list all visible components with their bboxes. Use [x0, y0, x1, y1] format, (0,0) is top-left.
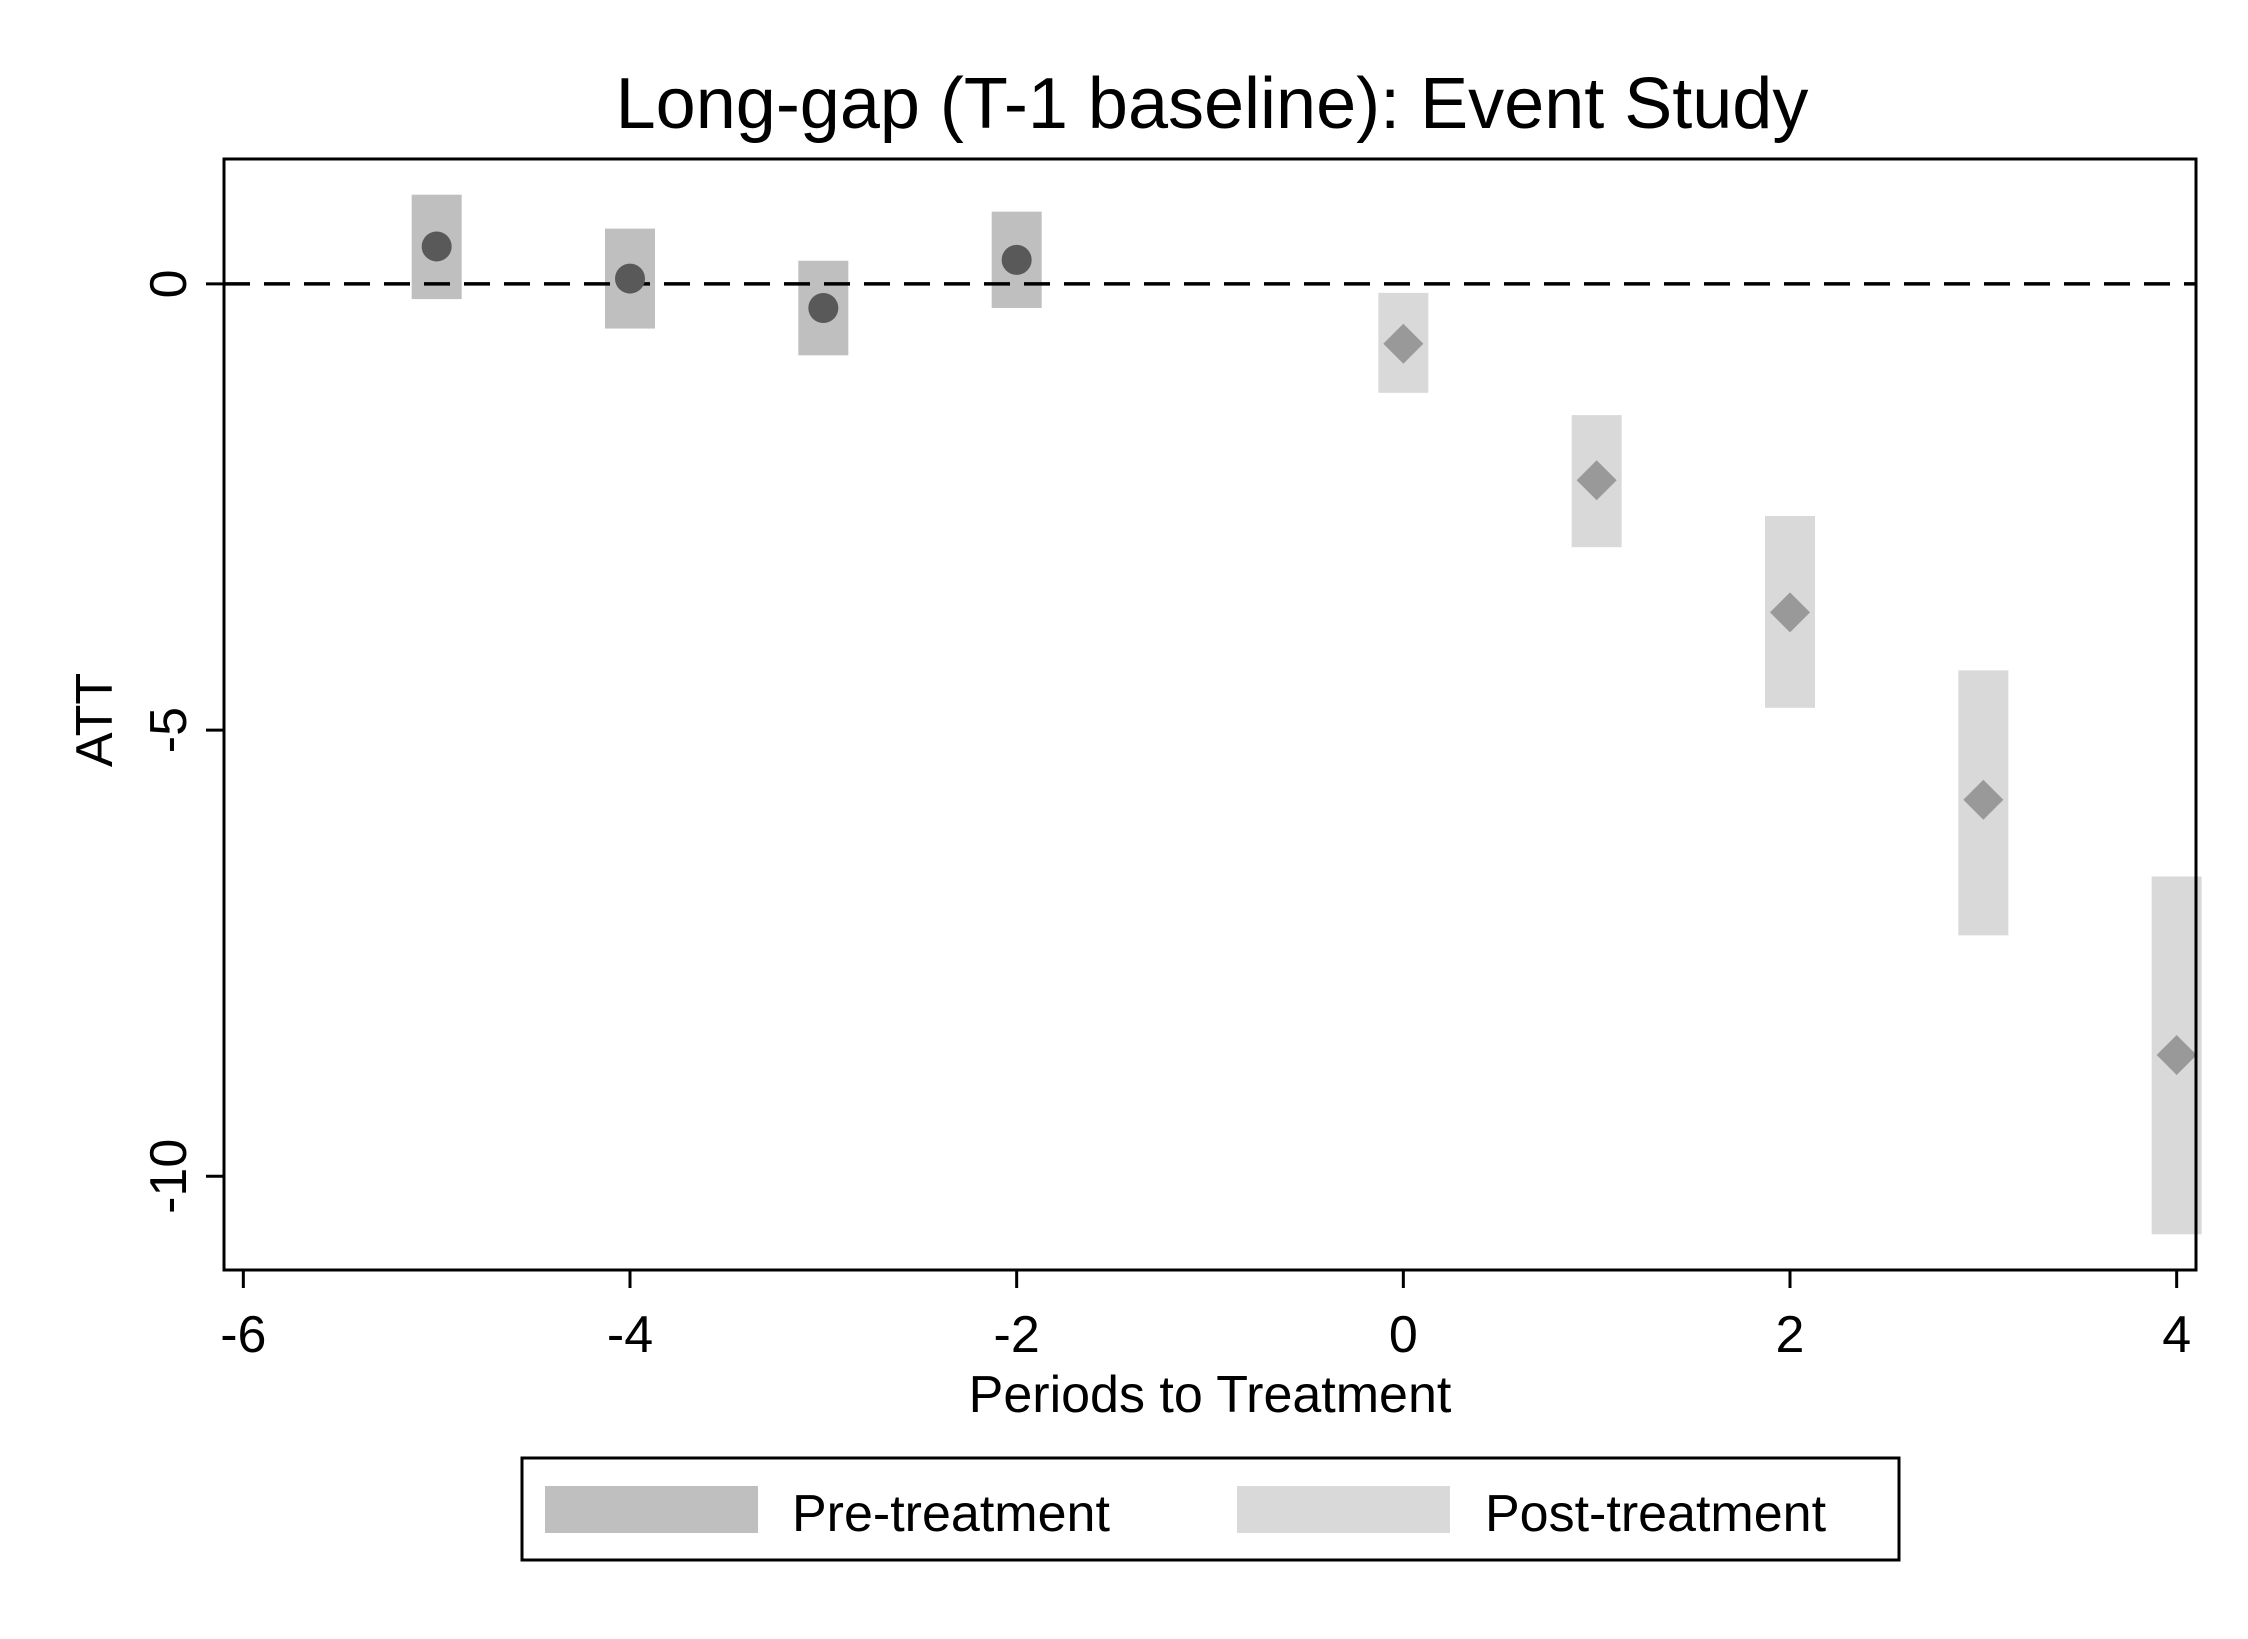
legend: Pre-treatment Post-treatment — [520, 1456, 1901, 1562]
x-tick-label: 4 — [2162, 1306, 2191, 1364]
y-tick-label: -5 — [140, 707, 198, 753]
point-marker — [808, 293, 839, 324]
x-tick-label: -4 — [607, 1306, 653, 1364]
chart-title: Long-gap (T-1 baseline): Event Study — [616, 64, 1809, 144]
x-tick-label: 2 — [1776, 1306, 1805, 1364]
legend-swatch-pre-treatment — [545, 1486, 758, 1533]
point-marker — [1576, 460, 1617, 501]
point-marker — [1963, 779, 2004, 820]
plot-frame — [222, 157, 2198, 1272]
x-axis-label: Periods to Treatment — [969, 1366, 1452, 1424]
x-tick-label: -2 — [994, 1306, 1040, 1364]
y-tick-label: -10 — [140, 1139, 198, 1214]
y-axis-label: ATT — [66, 673, 124, 767]
x-axis: -6 -4 -2 0 2 4 — [220, 1270, 2191, 1364]
legend-label-post-treatment: Post-treatment — [1485, 1485, 1827, 1543]
point-marker — [1001, 244, 1032, 275]
x-tick-label: -6 — [220, 1306, 266, 1364]
point-marker — [2156, 1034, 2197, 1075]
x-tick-label: 0 — [1389, 1306, 1418, 1364]
legend-label-pre-treatment: Pre-treatment — [792, 1485, 1110, 1543]
y-tick-label: 0 — [140, 269, 198, 298]
point-marker — [615, 263, 645, 294]
point-marker — [1383, 323, 1424, 364]
point-estimates — [421, 231, 2197, 1075]
point-marker — [421, 231, 452, 262]
legend-swatch-post-treatment — [1237, 1486, 1450, 1533]
point-marker — [1770, 592, 1810, 633]
y-axis: 0 -5 -10 — [140, 269, 224, 1214]
